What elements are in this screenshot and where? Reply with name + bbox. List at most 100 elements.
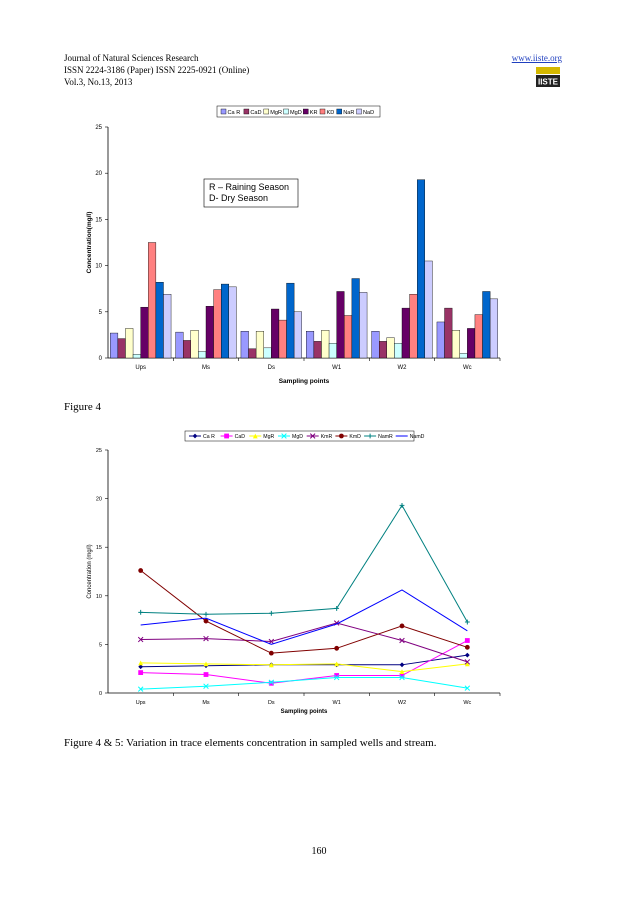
iiste-logo: IISTE <box>536 67 560 87</box>
bar <box>451 330 460 359</box>
data-point <box>268 662 274 668</box>
bar <box>444 307 453 359</box>
bar <box>401 307 410 359</box>
data-point <box>464 685 471 691</box>
journal-url-link[interactable]: www.iiste.org <box>511 53 562 63</box>
bar <box>271 308 280 359</box>
x-tick-label: Ups <box>136 700 146 706</box>
legend-swatch <box>263 108 269 115</box>
data-point <box>203 611 209 617</box>
data-point <box>137 686 144 692</box>
y-tick-label: 20 <box>96 497 102 503</box>
data-point <box>203 683 209 689</box>
bar <box>190 330 199 359</box>
series-line <box>140 662 468 673</box>
data-point <box>399 674 405 681</box>
bar <box>336 291 345 359</box>
data-point <box>334 673 340 678</box>
data-point <box>138 660 144 666</box>
bar <box>163 294 172 359</box>
data-point <box>464 619 470 625</box>
x-tick-label: W1 <box>332 365 342 371</box>
data-point <box>268 679 275 686</box>
y-tick-label: 10 <box>95 264 102 270</box>
x-tick-label: Ds <box>268 365 275 371</box>
bar <box>313 341 322 359</box>
data-point <box>334 606 340 611</box>
data-point <box>268 610 274 616</box>
x-tick-label: Wc <box>463 700 471 706</box>
legend-marker <box>339 433 344 439</box>
legend-entry: NaD <box>363 110 374 116</box>
bar <box>436 321 445 359</box>
data-point <box>333 620 340 626</box>
y-tick-label: 5 <box>99 310 103 316</box>
legend-swatch <box>303 108 309 115</box>
data-point <box>268 662 274 668</box>
y-tick-label: 0 <box>99 691 102 697</box>
legend-entry: Ca R <box>203 434 215 440</box>
series-6 <box>138 503 470 625</box>
bar <box>182 340 191 359</box>
bar <box>424 260 433 359</box>
legend-swatch <box>283 108 289 115</box>
y-tick-label: 5 <box>99 642 102 648</box>
legend-entry: KmR <box>321 434 333 440</box>
x-tick-label: Ds <box>268 700 275 706</box>
x-tick-label: Wc <box>463 365 472 371</box>
legend-marker <box>224 433 229 439</box>
legend-entry: KR <box>310 110 318 116</box>
y-tick-label: 25 <box>96 448 102 454</box>
x-tick-label: Ups <box>135 365 146 371</box>
bar <box>198 351 207 359</box>
journal-url-block: www.iiste.org <box>512 52 562 64</box>
series-5 <box>138 568 470 656</box>
bar <box>467 328 476 359</box>
y-tick-label: 10 <box>96 594 102 600</box>
bar <box>371 331 380 359</box>
data-point <box>137 636 144 643</box>
legend-entry: Ca R <box>228 110 241 116</box>
journal-volume: Vol.3, No.13, 2013 <box>64 77 133 87</box>
bar <box>205 306 214 359</box>
legend-marker <box>252 433 258 439</box>
bar <box>263 347 272 359</box>
journal-name: Journal of Natural Sciences Research <box>64 53 199 63</box>
x-tick-label: Ms <box>202 700 210 706</box>
series-line <box>140 622 468 663</box>
legend-swatch <box>336 108 342 115</box>
data-point <box>268 638 275 645</box>
data-point <box>399 669 405 675</box>
annotation-line: R – Raining Season <box>209 182 289 192</box>
legend-marker <box>309 433 316 439</box>
legend-swatch <box>243 108 250 115</box>
logo-text: IISTE <box>538 78 559 87</box>
legend-entry: MgR <box>270 110 282 116</box>
bar <box>220 283 229 359</box>
data-point <box>334 645 340 651</box>
y-axis-label: Concentration (mg/l) <box>87 544 93 598</box>
series-line <box>140 570 468 654</box>
data-point <box>334 661 340 667</box>
y-axis-label: Concentration(mg/l) <box>86 212 93 274</box>
legend-entry: MgR <box>263 434 274 440</box>
bar <box>293 311 302 359</box>
series-line <box>140 589 468 645</box>
bar <box>459 353 468 359</box>
series-4 <box>137 620 471 665</box>
x-tick-label: Ms <box>202 365 210 371</box>
series-1 <box>138 638 470 686</box>
bar <box>417 179 426 359</box>
legend-entry: MgD <box>290 110 302 116</box>
bar <box>409 294 418 359</box>
legend-marker <box>367 433 373 439</box>
data-point <box>138 664 144 670</box>
bar <box>379 341 388 359</box>
legend-entry: MgD <box>292 434 303 440</box>
legend-entry: NamD <box>410 434 425 440</box>
bar <box>255 331 264 359</box>
bar <box>248 348 257 359</box>
bar <box>240 331 249 359</box>
bar <box>155 282 164 359</box>
